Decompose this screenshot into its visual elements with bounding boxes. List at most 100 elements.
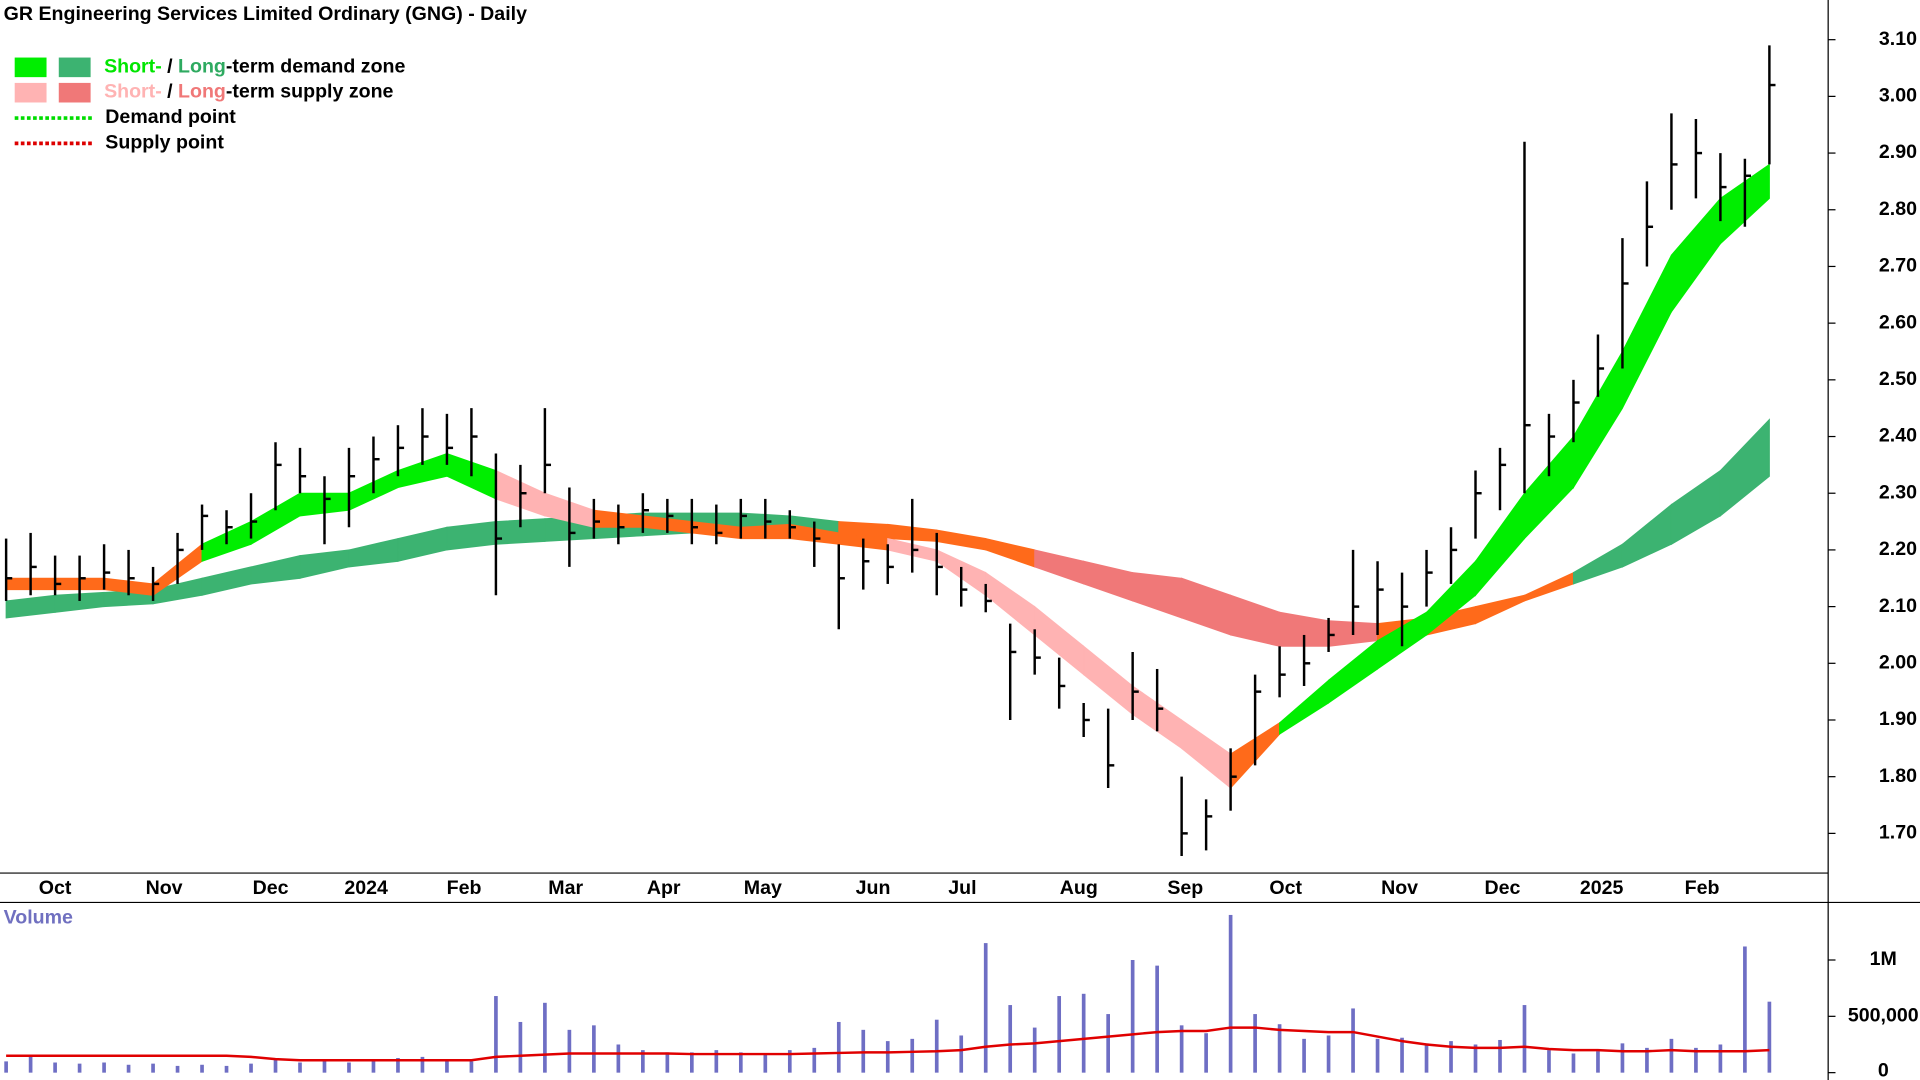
volume-bar: [1522, 1005, 1527, 1073]
volume-bar: [1498, 1039, 1502, 1073]
x-tick-label: Nov: [1381, 877, 1418, 899]
x-tick-label: Oct: [1269, 877, 1302, 899]
x-tick-label: Feb: [447, 877, 482, 899]
volume-bar: [445, 1059, 449, 1073]
x-tick-label: Sep: [1167, 877, 1203, 899]
volume-bar: [1008, 1005, 1013, 1073]
x-tick-label: 2024: [344, 877, 388, 899]
x-tick-label: Nov: [146, 877, 183, 899]
volume-bar: [885, 1041, 890, 1073]
legend-swatch: [14, 57, 47, 78]
volume-bar: [641, 1050, 645, 1073]
volume-bar: [1302, 1038, 1306, 1073]
volume-bar: [1449, 1041, 1453, 1073]
volume-bar: [592, 1025, 596, 1073]
volume-bar: [1571, 1053, 1576, 1073]
x-tick-label: Feb: [1685, 877, 1720, 899]
volume-bar: [934, 1019, 939, 1073]
volume-bar: [1424, 1043, 1429, 1073]
y-tick-label: 500,000: [1848, 1004, 1919, 1026]
x-tick-label: Jun: [856, 877, 891, 899]
volume-bar: [787, 1050, 792, 1073]
x-tick-label: Aug: [1060, 877, 1098, 899]
volume-bar: [200, 1064, 204, 1073]
volume-bar: [1032, 1027, 1037, 1073]
y-tick-label: 2.90: [1879, 141, 1917, 163]
volume-bar: [543, 1002, 547, 1073]
volume-bar: [469, 1061, 474, 1073]
volume-bar: [836, 1021, 841, 1073]
y-tick-label: 3.10: [1879, 28, 1917, 50]
volume-bar: [1645, 1047, 1649, 1073]
volume-bar: [1228, 914, 1233, 1073]
volume-bar: [420, 1056, 425, 1073]
y-tick-label: 2.30: [1879, 481, 1917, 503]
y-tick-label: 2.20: [1879, 538, 1917, 560]
volume-bar: [1130, 960, 1135, 1073]
legend-text: Long: [178, 81, 226, 103]
volume-bar: [396, 1058, 400, 1073]
volume-bar: [1081, 993, 1086, 1073]
x-tick-label: Mar: [548, 877, 583, 899]
y-tick-label: 2.60: [1879, 311, 1917, 333]
legend-label: Short- / Long-term demand zone: [104, 56, 405, 78]
volume-bar: [1179, 1025, 1184, 1073]
volume-bar: [1351, 1008, 1355, 1073]
volume-bar: [1718, 1044, 1723, 1073]
volume-bar: [1669, 1038, 1674, 1073]
volume-bar: [983, 943, 988, 1073]
volume-bar: [28, 1055, 33, 1073]
y-tick-label: 3.00: [1879, 85, 1917, 107]
volume-bar: [224, 1065, 229, 1073]
volume-bar: [1400, 1037, 1404, 1073]
volume-bar: [1620, 1043, 1625, 1073]
volume-bar: [298, 1062, 302, 1073]
legend-text: -term demand zone: [226, 56, 406, 78]
y-tick-label: 1.90: [1879, 708, 1917, 730]
legend-text: Long: [178, 56, 226, 78]
legend-label: Short- / Long-term supply zone: [104, 81, 393, 103]
y-tick-label: 2.10: [1879, 595, 1917, 617]
chart-title: GR Engineering Services Limited Ordinary…: [4, 3, 527, 25]
legend-swatch: [58, 57, 91, 78]
volume-bar: [738, 1052, 743, 1073]
legend-label: Supply point: [105, 132, 224, 154]
volume-bar: [273, 1059, 278, 1073]
y-tick-label: 2.00: [1879, 651, 1917, 673]
legend-label: Demand point: [105, 106, 236, 128]
volume-bar: [910, 1038, 915, 1073]
volume-bar: [4, 1061, 8, 1073]
volume-bar: [1547, 1050, 1551, 1073]
volume-bar: [616, 1044, 621, 1073]
volume-label: Volume: [4, 907, 73, 929]
legend-text: Short-: [104, 81, 162, 103]
y-tick-label: 0: [1878, 1060, 1889, 1080]
volume-bar: [322, 1061, 327, 1073]
volume-pane: [4, 914, 1772, 1073]
legend-text: Demand point: [105, 106, 236, 128]
x-tick-label: 2025: [1580, 877, 1624, 899]
y-tick-label: 1M: [1870, 948, 1897, 970]
y-tick-label: 2.80: [1879, 198, 1917, 220]
volume-bar: [77, 1063, 82, 1073]
volume-bar: [690, 1052, 694, 1073]
x-tick-label: Dec: [253, 877, 289, 899]
x-tick-label: Apr: [647, 877, 681, 899]
volume-bar: [126, 1064, 131, 1073]
y-tick-label: 2.70: [1879, 255, 1917, 277]
volume-bar: [53, 1062, 57, 1073]
volume-bar: [494, 996, 498, 1073]
volume-bar: [567, 1029, 572, 1073]
volume-bar: [347, 1062, 351, 1073]
volume-bar: [518, 1021, 523, 1073]
volume-bar: [1057, 996, 1062, 1073]
y-tick-label: 2.40: [1879, 425, 1917, 447]
volume-bar: [1253, 1014, 1257, 1073]
legend-text: /: [162, 81, 178, 103]
legend-text: -term supply zone: [226, 81, 394, 103]
volume-bar: [102, 1062, 106, 1073]
x-tick-label: Dec: [1484, 877, 1520, 899]
volume-bar: [1596, 1051, 1600, 1073]
